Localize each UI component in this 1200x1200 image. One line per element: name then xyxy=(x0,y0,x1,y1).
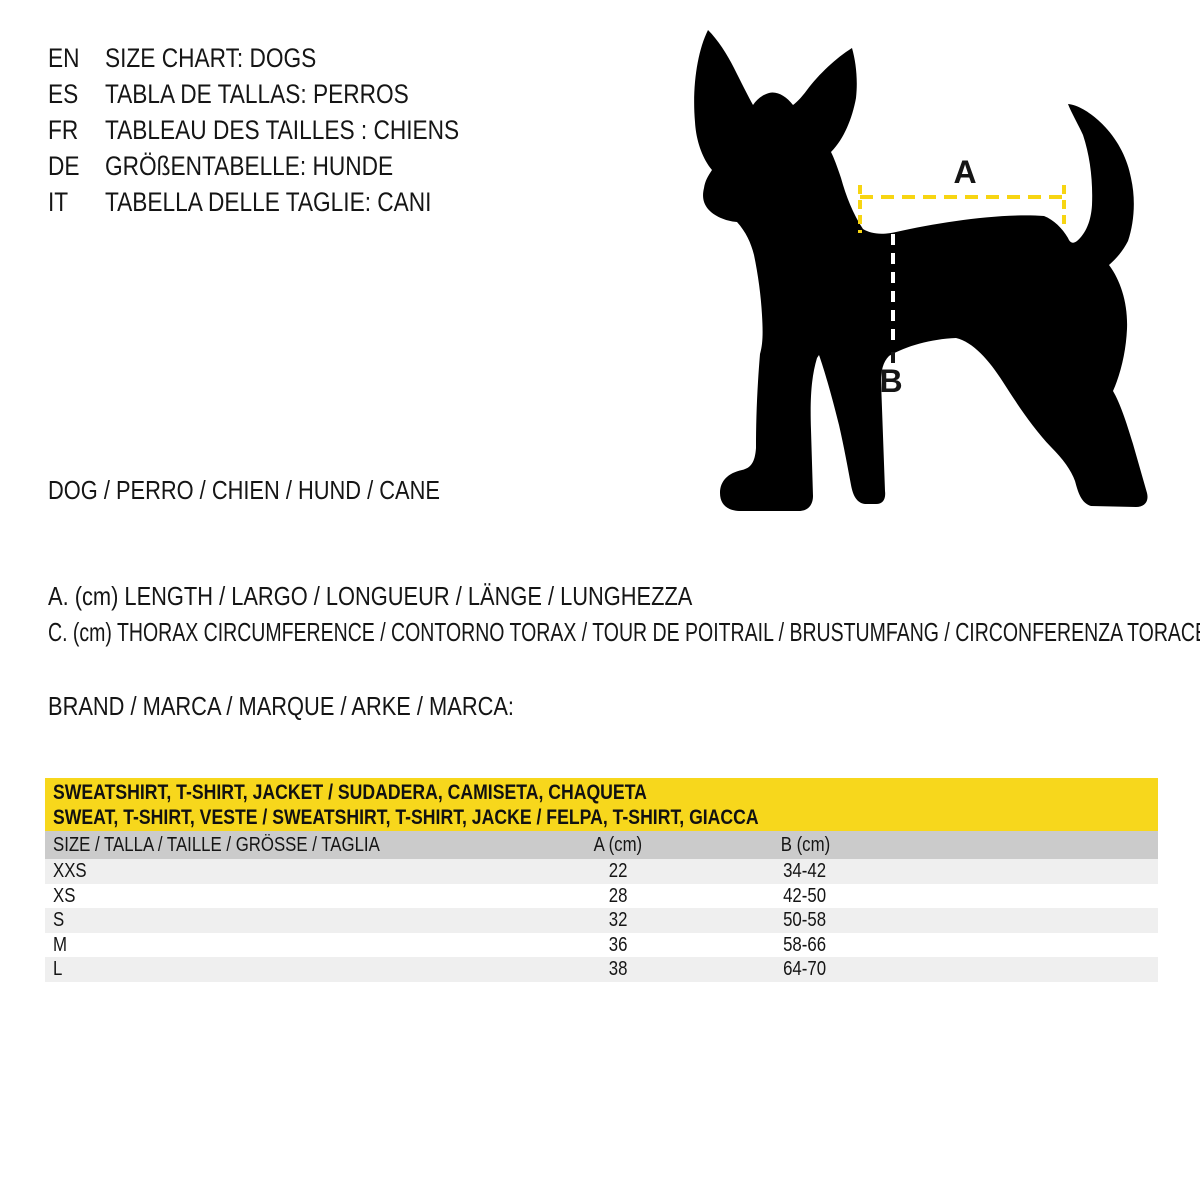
column-header-b-cm: B (cm) xyxy=(780,834,830,856)
garment-banner-line2: SWEAT, T-SHIRT, VESTE / SWEATSHIRT, T-SH… xyxy=(53,806,759,829)
table-row: L 38 64-70 xyxy=(45,957,1158,982)
language-title: SIZE CHART: DOGS xyxy=(105,43,317,73)
table-header-row: SIZE / TALLA / TAILLE / GRÖSSE / TAGLIA … xyxy=(45,831,1158,859)
language-row: FR TABLEAU DES TAILLES : CHIENS xyxy=(48,112,527,148)
language-title: TABLA DE TALLAS: PERROS xyxy=(105,79,409,109)
table-row: S 32 50-58 xyxy=(45,908,1158,933)
language-row: ES TABLA DE TALLAS: PERROS xyxy=(48,76,527,112)
language-code: ES xyxy=(48,79,79,109)
legend-length: A. (cm) LENGTH / LARGO / LONGUEUR / LÄNG… xyxy=(48,578,815,614)
subject-caption-text: DOG / PERRO / CHIEN / HUND / CANE xyxy=(48,475,440,505)
size-table: SWEATSHIRT, T-SHIRT, JACKET / SUDADERA, … xyxy=(45,778,1158,982)
language-row: IT TABELLA DELLE TAGLIE: CANI xyxy=(48,184,527,220)
table-row: M 36 58-66 xyxy=(45,933,1158,958)
language-title: TABLEAU DES TAILLES : CHIENS xyxy=(105,115,460,145)
language-code: EN xyxy=(48,43,80,73)
brand-line: BRAND / MARCA / MARQUE / ARKE / MARCA: xyxy=(48,688,603,724)
language-code: IT xyxy=(48,187,69,217)
size-cell: S xyxy=(53,909,65,932)
b-cm-cell: 34-42 xyxy=(783,860,827,882)
b-cm-cell: 42-50 xyxy=(783,884,827,907)
dog-silhouette-icon xyxy=(694,30,1148,511)
measure-a-label: A xyxy=(953,154,976,190)
legend-length-text: A. (cm) LENGTH / LARGO / LONGUEUR / LÄNG… xyxy=(48,581,693,611)
b-cm-cell: 64-70 xyxy=(783,958,827,981)
language-code: DE xyxy=(48,151,80,181)
a-cm-cell: 36 xyxy=(608,933,628,956)
table-row: XXS 22 34-42 xyxy=(45,859,1158,884)
garment-banner: SWEATSHIRT, T-SHIRT, JACKET / SUDADERA, … xyxy=(45,778,1158,831)
language-row: EN SIZE CHART: DOGS xyxy=(48,40,527,76)
column-header-a-cm: A (cm) xyxy=(593,834,643,856)
legend-thorax-text: C. (cm) THORAX CIRCUMFERENCE / CONTORNO … xyxy=(48,617,1200,647)
column-header-size: SIZE / TALLA / TAILLE / GRÖSSE / TAGLIA xyxy=(53,834,380,856)
garment-banner-line1: SWEATSHIRT, T-SHIRT, JACKET / SUDADERA, … xyxy=(53,781,647,804)
legend-thorax: C. (cm) THORAX CIRCUMFERENCE / CONTORNO … xyxy=(48,614,1200,650)
a-cm-cell: 22 xyxy=(608,860,628,882)
language-title: GRÖßENTABELLE: HUNDE xyxy=(105,151,394,181)
table-row: XS 28 42-50 xyxy=(45,884,1158,909)
table-body: XXS 22 34-42 XS 28 42-50 S 32 50-58 xyxy=(45,859,1158,982)
subject-caption: DOG / PERRO / CHIEN / HUND / CANE xyxy=(48,472,515,508)
size-cell: XXS xyxy=(53,860,87,882)
size-cell: M xyxy=(53,933,68,956)
size-cell: L xyxy=(53,958,63,981)
brand-line-text: BRAND / MARCA / MARQUE / ARKE / MARCA: xyxy=(48,691,515,721)
b-cm-cell: 50-58 xyxy=(783,909,827,932)
size-cell: XS xyxy=(53,884,76,907)
a-cm-cell: 28 xyxy=(608,884,628,907)
language-list: EN SIZE CHART: DOGS ES TABLA DE TALLAS: PE… xyxy=(48,40,527,220)
b-cm-cell: 58-66 xyxy=(783,933,827,956)
language-row: DE GRÖßENTABELLE: HUNDE xyxy=(48,148,527,184)
a-cm-cell: 38 xyxy=(608,958,628,981)
language-code: FR xyxy=(48,115,79,145)
measure-b-label: B xyxy=(879,363,902,399)
a-cm-cell: 32 xyxy=(608,909,628,932)
language-title: TABELLA DELLE TAGLIE: CANI xyxy=(105,187,432,217)
